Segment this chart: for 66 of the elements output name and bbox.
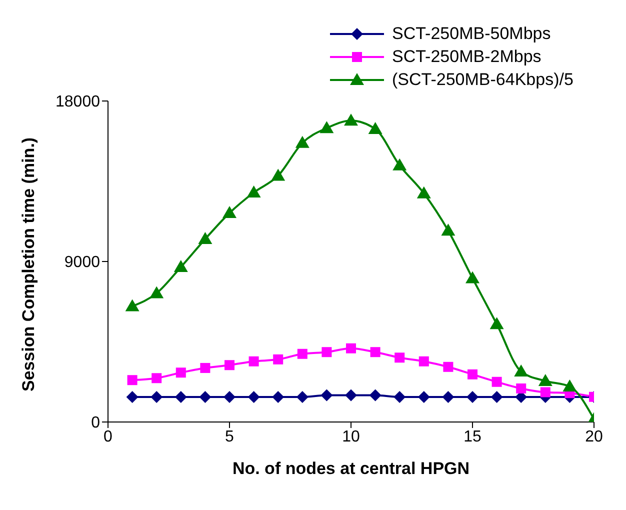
point <box>174 260 188 272</box>
point <box>443 362 454 372</box>
point <box>540 387 550 398</box>
x-tick-label: 10 <box>342 428 360 446</box>
point <box>442 391 454 404</box>
y-axis-title: Session Completion time (min.) <box>19 137 38 392</box>
point <box>394 352 405 363</box>
point <box>320 121 334 134</box>
point <box>441 224 456 236</box>
point <box>297 348 308 359</box>
point <box>345 389 357 402</box>
legend-label: (SCT-250MB-64Kbps)/5 <box>392 70 574 90</box>
point <box>295 136 310 148</box>
y-tick-label: 9000 <box>64 254 100 272</box>
y-tick-label: 0 <box>91 414 100 432</box>
point <box>200 362 210 373</box>
point <box>418 356 429 366</box>
point <box>369 389 382 402</box>
point <box>368 122 382 134</box>
point <box>466 391 478 404</box>
point <box>222 206 236 218</box>
point <box>322 347 332 358</box>
x-axis-title: No. of nodes at central HPGN <box>232 459 470 478</box>
point <box>273 354 284 364</box>
x-tick-label: 15 <box>464 428 482 446</box>
point <box>468 369 478 380</box>
point <box>370 347 380 358</box>
point <box>514 364 528 377</box>
point <box>150 391 163 404</box>
point <box>492 376 502 387</box>
point <box>344 114 358 126</box>
legend-label: SCT-250MB-2Mbps <box>392 46 542 66</box>
point <box>466 271 480 284</box>
point <box>248 356 259 366</box>
x-tick-label: 5 <box>225 428 234 446</box>
point <box>224 391 236 404</box>
point <box>174 391 187 404</box>
legend-label: SCT-250MB-50Mbps <box>392 24 551 44</box>
point <box>125 299 140 312</box>
x-tick-label: 0 <box>104 428 113 446</box>
point <box>248 391 260 404</box>
point <box>320 389 333 402</box>
point <box>127 375 138 386</box>
point <box>126 391 138 404</box>
point <box>418 391 430 404</box>
point <box>346 343 356 354</box>
point <box>538 374 552 386</box>
point <box>271 168 286 181</box>
point <box>198 232 212 244</box>
point <box>176 368 186 378</box>
point <box>272 391 284 404</box>
point <box>150 286 164 298</box>
point <box>152 373 162 384</box>
point <box>490 391 503 404</box>
point <box>516 383 526 394</box>
x-tick-label: 20 <box>585 428 603 446</box>
point <box>296 391 308 404</box>
y-tick-label: 18000 <box>56 94 100 111</box>
point <box>490 317 504 330</box>
point <box>392 158 407 170</box>
point <box>224 360 234 370</box>
point <box>199 391 212 404</box>
point <box>394 391 406 404</box>
point <box>246 185 261 198</box>
point <box>562 380 577 392</box>
point <box>416 186 431 198</box>
